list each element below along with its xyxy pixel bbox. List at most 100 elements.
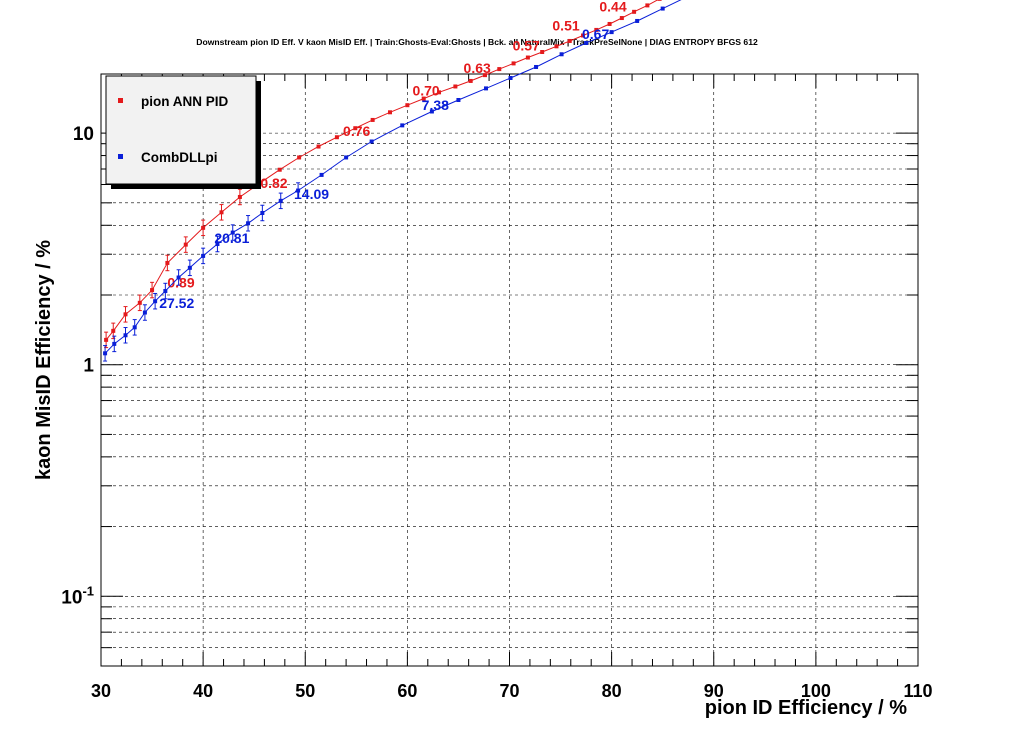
data-point [230,230,235,235]
data-point [103,351,108,356]
point-label: 0.51 [552,17,579,33]
data-point [660,6,665,11]
data-point [567,38,572,43]
data-point [246,221,251,226]
data-point [540,50,545,55]
data-point [497,67,502,72]
point-label: 0.70 [412,83,439,99]
legend: pion ANN PID CombDLLpi [105,75,261,189]
point-label: 7.38 [422,97,449,113]
grid [101,74,918,667]
point-label: 27.52 [159,295,194,311]
data-point [142,310,147,315]
x-tick-label: 30 [91,681,111,701]
data-point [405,103,410,108]
y-tick-label: 10 [73,124,94,145]
data-point [260,210,265,215]
data-point [215,242,220,247]
y-axis-label: kaon MisID Efficiency / % [33,240,55,480]
data-point [353,126,358,131]
data-point [278,198,283,203]
data-point [645,3,650,8]
x-tick-label: 80 [602,681,622,701]
data-point [112,341,117,346]
data-point [584,40,589,45]
data-point [153,299,158,304]
legend-label-pion-ann: pion ANN PID [141,94,228,109]
data-point [657,0,662,1]
data-point [607,21,612,26]
data-point [201,225,206,230]
data-point [635,18,640,23]
x-tick-label: 90 [704,681,724,701]
legend-box [105,75,257,185]
data-point [388,110,393,115]
data-point [482,73,487,78]
point-label: 0.82 [260,175,287,191]
data-point [581,33,586,38]
y-tick-label: 1 [83,356,94,377]
data-point [437,90,442,95]
data-point [132,325,137,330]
data-point [594,27,599,32]
data-point [559,52,564,57]
x-tick-label: 100 [801,681,831,701]
data-point [456,97,461,102]
data-point [429,109,434,114]
data-point [319,172,324,177]
point-label: 0.44 [599,0,626,15]
point-label: 0.63 [464,60,491,76]
data-point [150,288,155,293]
x-tick-label: 70 [499,681,519,701]
data-point [201,253,206,258]
data-point [187,265,192,270]
axis-ticks [100,74,919,667]
data-point [453,84,458,89]
data-point [370,117,375,122]
x-axis-label: pion ID Efficiency / % [705,697,907,719]
data-point [609,30,614,35]
data-point [123,333,128,338]
legend-marker-pion-ann [118,98,123,103]
data-point [165,260,170,265]
data-point [334,135,339,140]
data-point [277,167,282,172]
data-point [316,144,321,149]
data-point [534,64,539,69]
data-point [525,55,530,60]
data-point [511,61,516,66]
data-point [297,155,302,160]
series-layer: 0.890.820.760.700.630.570.510.440.380.32… [103,0,682,362]
data-point [632,9,637,14]
data-point [400,123,405,128]
x-tick-label: 40 [193,681,213,701]
y-tick-label: 10-1 [61,583,94,608]
point-label: 14.09 [294,186,329,202]
x-tick-label: 50 [295,681,315,701]
data-point [137,300,142,305]
data-point [344,155,349,160]
legend-label-combdll: CombDLLpi [141,150,218,165]
data-point [123,312,128,317]
point-label: 0.89 [167,275,194,291]
data-point [484,86,489,91]
series-pion-ann-pid: 0.890.820.760.700.630.570.510.440.380.32… [104,0,662,349]
data-point [554,44,559,49]
data-point [183,242,188,247]
point-label: 0.57 [513,38,540,54]
data-point [508,75,513,80]
data-point [369,139,374,144]
data-point [468,78,473,83]
point-label: 0.76 [343,123,370,139]
series-combdllpi: 27.5220.8114.097.380.676.0412.7519.4626.… [103,0,682,362]
data-point [176,275,181,280]
data-point [104,337,109,342]
data-point [237,194,242,199]
data-point [619,16,624,21]
data-point [296,188,301,193]
x-tick-label: 110 [903,681,932,701]
point-label: 20.81 [214,230,249,246]
legend-marker-combdll [118,154,123,159]
x-tick-label: 60 [397,681,417,701]
